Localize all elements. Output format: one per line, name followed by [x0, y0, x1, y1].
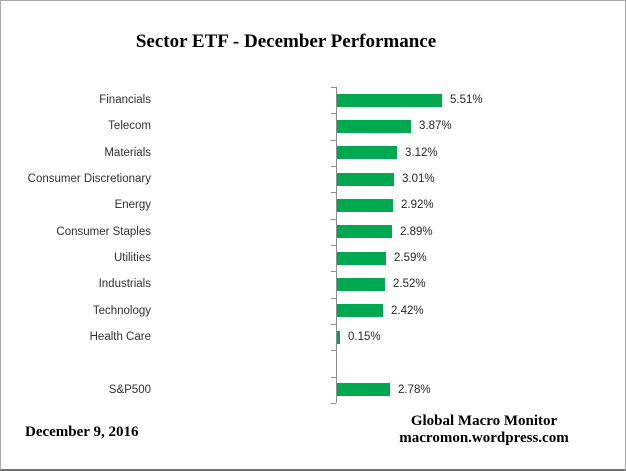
footer-attribution: Global Macro Monitor macromon.wordpress.…	[344, 413, 624, 447]
bar-value-label: 2.78%	[398, 383, 431, 396]
bar-industrials	[337, 278, 385, 291]
bar-value-label: 2.89%	[400, 225, 433, 238]
bar-value-label: 2.52%	[393, 278, 426, 291]
category-label: Technology	[92, 304, 151, 317]
bar-materials	[337, 146, 397, 160]
bar-technology	[337, 304, 383, 318]
bar-value-label: 3.87%	[419, 120, 452, 133]
category-label: Consumer Staples	[56, 225, 151, 238]
axis-tick	[331, 140, 336, 141]
attribution-source-url: macromon.wordpress.com	[399, 430, 569, 446]
axis-tick	[331, 166, 336, 167]
axis-tick	[331, 219, 336, 220]
bar-value-label: 5.51%	[450, 94, 483, 106]
bar-utilities	[337, 251, 386, 265]
chart-title: Sector ETF - December Performance	[135, 31, 437, 52]
footer-date: December 9, 2016	[25, 424, 139, 440]
bar-financials	[337, 93, 442, 107]
bar-value-label: 0.15%	[348, 330, 381, 343]
bar-value-label: 2.59%	[394, 251, 427, 264]
category-label: Health Care	[89, 330, 151, 343]
category-label: Energy	[114, 199, 151, 212]
bar-value-label: 2.42%	[391, 304, 424, 317]
category-label: Consumer Discretionary	[27, 172, 151, 185]
category-label: S&P500	[108, 383, 151, 396]
bar-value-label: 3.01%	[402, 172, 435, 185]
bar-health-care	[337, 330, 340, 344]
category-label: Industrials	[98, 278, 151, 291]
axis-tick	[331, 377, 336, 378]
category-label: Materials	[104, 146, 151, 159]
attribution-source-name: Global Macro Monitor	[410, 413, 558, 429]
bar-s-p500	[337, 383, 390, 397]
axis-tick	[331, 245, 336, 246]
bar-value-label: 3.12%	[405, 146, 438, 159]
category-label: Utilities	[113, 251, 151, 264]
axis-tick	[331, 192, 336, 193]
bar-value-label: 2.92%	[401, 199, 434, 212]
bar-consumer-staples	[337, 225, 392, 239]
axis-tick	[331, 324, 336, 325]
category-label: Financials	[99, 94, 151, 106]
bar-consumer-discretionary	[337, 172, 394, 186]
bar-energy	[337, 199, 393, 212]
axis-tick	[331, 298, 336, 299]
axis-tick	[331, 350, 336, 351]
axis-tick	[331, 403, 336, 404]
axis-tick	[331, 87, 336, 88]
bar-telecom	[337, 120, 411, 133]
axis-tick	[331, 113, 336, 114]
category-label: Telecom	[108, 120, 151, 133]
category-axis-line	[336, 87, 337, 403]
axis-tick	[331, 271, 336, 272]
